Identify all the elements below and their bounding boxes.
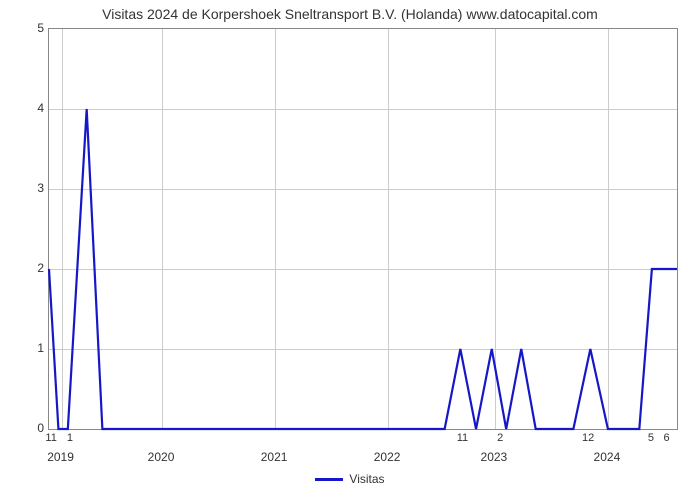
xtick-minor-label: 11 [45,432,56,444]
legend-label: Visitas [349,472,384,486]
xtick-minor-label: 1 [67,432,73,444]
ytick-label: 0 [4,421,44,435]
xtick-major-label: 2020 [148,450,175,464]
xtick-minor-label: 6 [664,432,670,444]
xtick-major-label: 2019 [47,450,74,464]
visits-chart: Visitas 2024 de Korpershoek Sneltranspor… [0,0,700,500]
ytick-label: 4 [4,101,44,115]
chart-title: Visitas 2024 de Korpershoek Sneltranspor… [0,6,700,22]
ytick-label: 3 [4,181,44,195]
xtick-minor-label: 2 [497,432,503,444]
ytick-label: 1 [4,341,44,355]
xtick-major-label: 2022 [374,450,401,464]
ytick-label: 2 [4,261,44,275]
xtick-minor-label: 5 [648,432,654,444]
plot-area [48,28,678,430]
series-line [49,109,677,429]
xtick-minor-label: 12 [582,432,594,444]
xtick-minor-label: 11 [457,432,468,444]
legend: Visitas [0,472,700,486]
ytick-label: 5 [4,21,44,35]
legend-swatch [315,478,343,481]
xtick-major-label: 2021 [261,450,288,464]
xtick-major-label: 2023 [481,450,508,464]
xtick-major-label: 2024 [594,450,621,464]
line-svg [49,29,677,429]
